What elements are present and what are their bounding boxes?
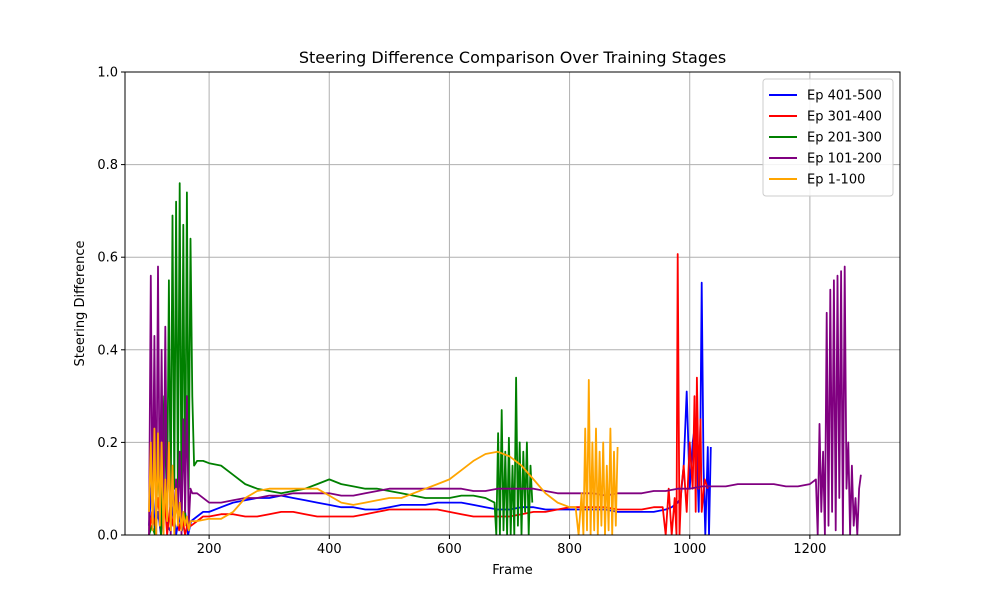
x-tick-label: 800 xyxy=(557,542,582,557)
x-tick-label: 600 xyxy=(437,542,462,557)
y-tick-label: 0.6 xyxy=(97,251,118,266)
x-tick-label: 400 xyxy=(317,542,342,557)
legend-label: Ep 401-500 xyxy=(807,89,882,104)
y-axis-ticks: 0.0 0.2 0.4 0.6 0.8 1.0 xyxy=(97,66,125,544)
y-axis-title: Steering Difference xyxy=(73,241,88,367)
legend-label: Ep 201-300 xyxy=(807,131,882,146)
y-tick-label: 0.4 xyxy=(97,343,118,358)
legend-label: Ep 1-100 xyxy=(807,173,865,188)
y-tick-label: 0.8 xyxy=(97,158,118,173)
chart-title: Steering Difference Comparison Over Trai… xyxy=(299,48,726,67)
y-tick-label: 1.0 xyxy=(97,66,118,81)
x-tick-label: 1200 xyxy=(793,542,826,557)
legend: Ep 401-500 Ep 301-400 Ep 201-300 Ep 101-200… xyxy=(762,78,894,197)
x-axis-ticks: 200 400 600 800 1000 1200 xyxy=(197,535,826,557)
y-tick-label: 0.0 xyxy=(97,529,118,544)
series-line-ep-101-200 xyxy=(148,265,862,535)
series-lines xyxy=(148,182,862,535)
plot-frame xyxy=(124,71,901,536)
series-line-ep-1-100 xyxy=(148,378,619,535)
x-tick-label: 200 xyxy=(197,542,222,557)
legend-label: Ep 101-200 xyxy=(807,152,882,167)
legend-label: Ep 301-400 xyxy=(807,110,882,125)
x-tick-label: 1000 xyxy=(673,542,706,557)
series-line-ep-201-300 xyxy=(148,182,534,535)
y-tick-label: 0.2 xyxy=(97,436,118,451)
legend-box xyxy=(762,78,894,197)
x-axis-title: Frame xyxy=(492,563,533,578)
series-line-ep-301-400 xyxy=(148,253,709,535)
